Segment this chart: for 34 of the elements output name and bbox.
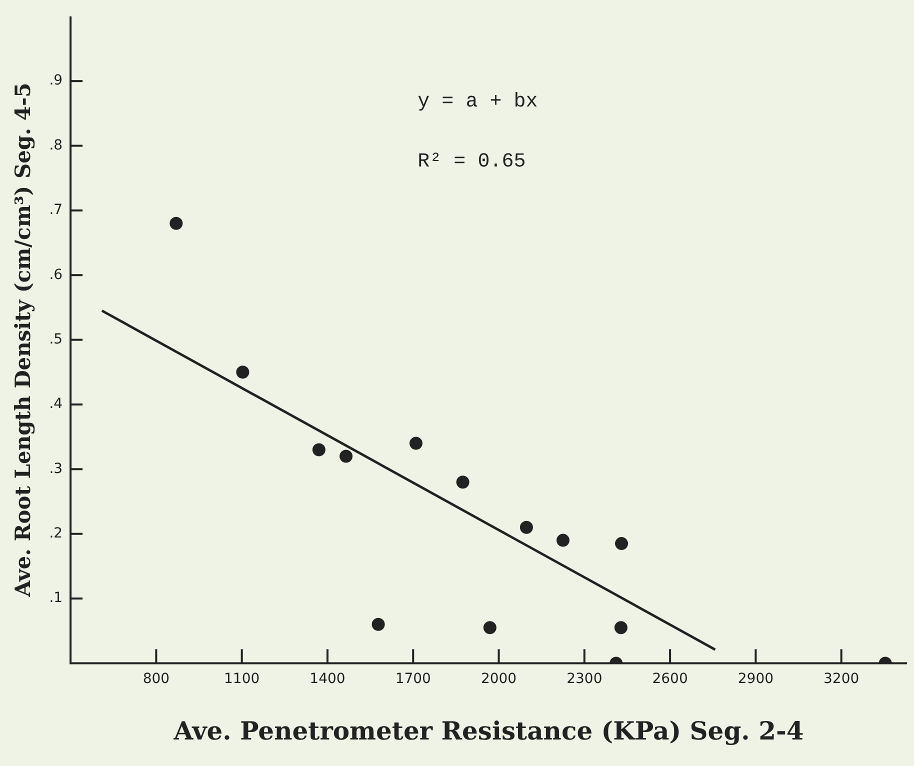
y-tick-label: .3 <box>49 460 63 477</box>
point <box>312 443 326 456</box>
point <box>409 436 422 450</box>
x-tick-label: 2000 <box>480 671 517 688</box>
point <box>615 537 628 550</box>
point <box>483 621 496 634</box>
point <box>614 621 628 634</box>
x-tick-label: 2300 <box>566 671 602 688</box>
y-tick-label: .9 <box>49 72 63 89</box>
annotation: y = a + bx <box>418 90 538 114</box>
y-tick-label: .8 <box>49 137 63 154</box>
y-tick-label: .2 <box>49 525 63 542</box>
y-axis-title: Ave. Root Length Density (cm/cm³) Seg. 4-5 <box>10 82 36 598</box>
point <box>520 520 533 534</box>
x-tick-label: 2900 <box>738 671 774 688</box>
point <box>456 476 470 489</box>
x-axis-title: Ave. Penetrometer Resistance (KPa) Seg. 2-4 <box>172 716 804 746</box>
y-tick-label: .5 <box>49 331 63 348</box>
y-tick-label: .7 <box>49 202 63 218</box>
x-tick-label: 2600 <box>652 671 688 688</box>
x-tick-label: 800 <box>142 671 170 688</box>
x-tick-label: 1400 <box>310 671 346 688</box>
y-tick-label: .6 <box>49 266 63 283</box>
point <box>170 216 183 230</box>
x-tick-label: 1700 <box>395 671 431 688</box>
x-tick-label: 3200 <box>824 671 860 688</box>
point <box>340 450 353 463</box>
y-tick-label: .1 <box>49 590 63 606</box>
point <box>556 534 570 547</box>
point <box>236 366 250 379</box>
x-tick-label: 1100 <box>224 671 260 688</box>
point <box>372 618 385 631</box>
y-tick-label: .4 <box>49 396 63 412</box>
annotation: R² = 0.65 <box>418 150 526 174</box>
